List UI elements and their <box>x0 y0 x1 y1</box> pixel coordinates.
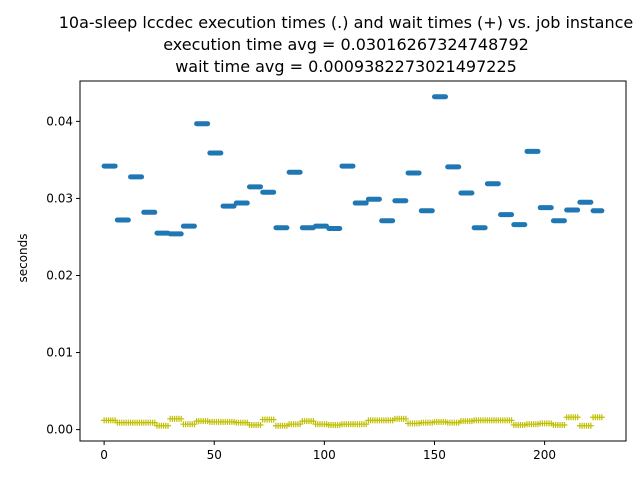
wait-time-point <box>140 419 158 426</box>
wait-time-point <box>537 420 555 427</box>
wait-time-point <box>563 414 581 421</box>
y-axis-label: seconds <box>16 233 30 282</box>
wait-time-point <box>391 415 409 422</box>
x-tick-label: 200 <box>533 448 556 462</box>
wait-time-point <box>259 416 277 423</box>
wait-time-point <box>286 421 304 428</box>
y-tick-label: 0.00 <box>46 423 73 437</box>
wait-time-point <box>220 418 238 425</box>
wait-time-point <box>523 421 542 428</box>
wait-time-point <box>457 418 475 425</box>
wait-time-point <box>590 414 605 421</box>
wait-time-point <box>272 422 290 429</box>
wait-time-point <box>127 419 145 426</box>
series-1 <box>101 414 605 429</box>
y-tick-label: 0.02 <box>46 268 73 282</box>
wait-time-point <box>444 419 462 426</box>
wait-time-point <box>418 419 436 426</box>
chart-title-line-3: wait time avg = 0.0009382273021497225 <box>175 57 517 76</box>
x-tick-label: 150 <box>423 448 446 462</box>
wait-time-point <box>180 421 198 428</box>
wait-time-point <box>550 421 568 428</box>
wait-time-point <box>325 421 343 428</box>
wait-time-point <box>378 417 396 424</box>
wait-time-point <box>153 422 171 429</box>
y-tick-label: 0.04 <box>46 114 73 128</box>
x-tick-label: 0 <box>100 448 108 462</box>
y-tick-label: 0.03 <box>46 191 73 205</box>
wait-time-point <box>193 418 211 425</box>
wait-time-point <box>576 422 594 429</box>
wait-time-point <box>167 415 185 422</box>
wait-time-point <box>246 421 264 428</box>
axes: 0 50 100 150 200 0.00 0.01 0.02 0.03 0.04 <box>46 80 627 462</box>
plot-area <box>101 94 605 429</box>
chart-title-line-1: 10a-sleep lccdec execution times (.) and… <box>59 13 634 32</box>
wait-time-point <box>510 421 528 428</box>
wait-time-point <box>431 418 449 425</box>
wait-time-point <box>352 421 370 428</box>
y-tick-label: 0.01 <box>46 346 73 360</box>
wait-time-point <box>233 419 251 426</box>
x-tick-label: 100 <box>313 448 336 462</box>
wait-time-point <box>312 421 330 428</box>
series-0 <box>101 94 605 237</box>
wait-time-point <box>405 420 423 427</box>
chart-title-line-2: execution time avg = 0.03016267324748792 <box>163 35 529 54</box>
wait-time-point <box>497 417 515 424</box>
x-tick-label: 50 <box>207 448 222 462</box>
wait-time-point <box>299 418 317 425</box>
axes-frame <box>79 80 627 442</box>
